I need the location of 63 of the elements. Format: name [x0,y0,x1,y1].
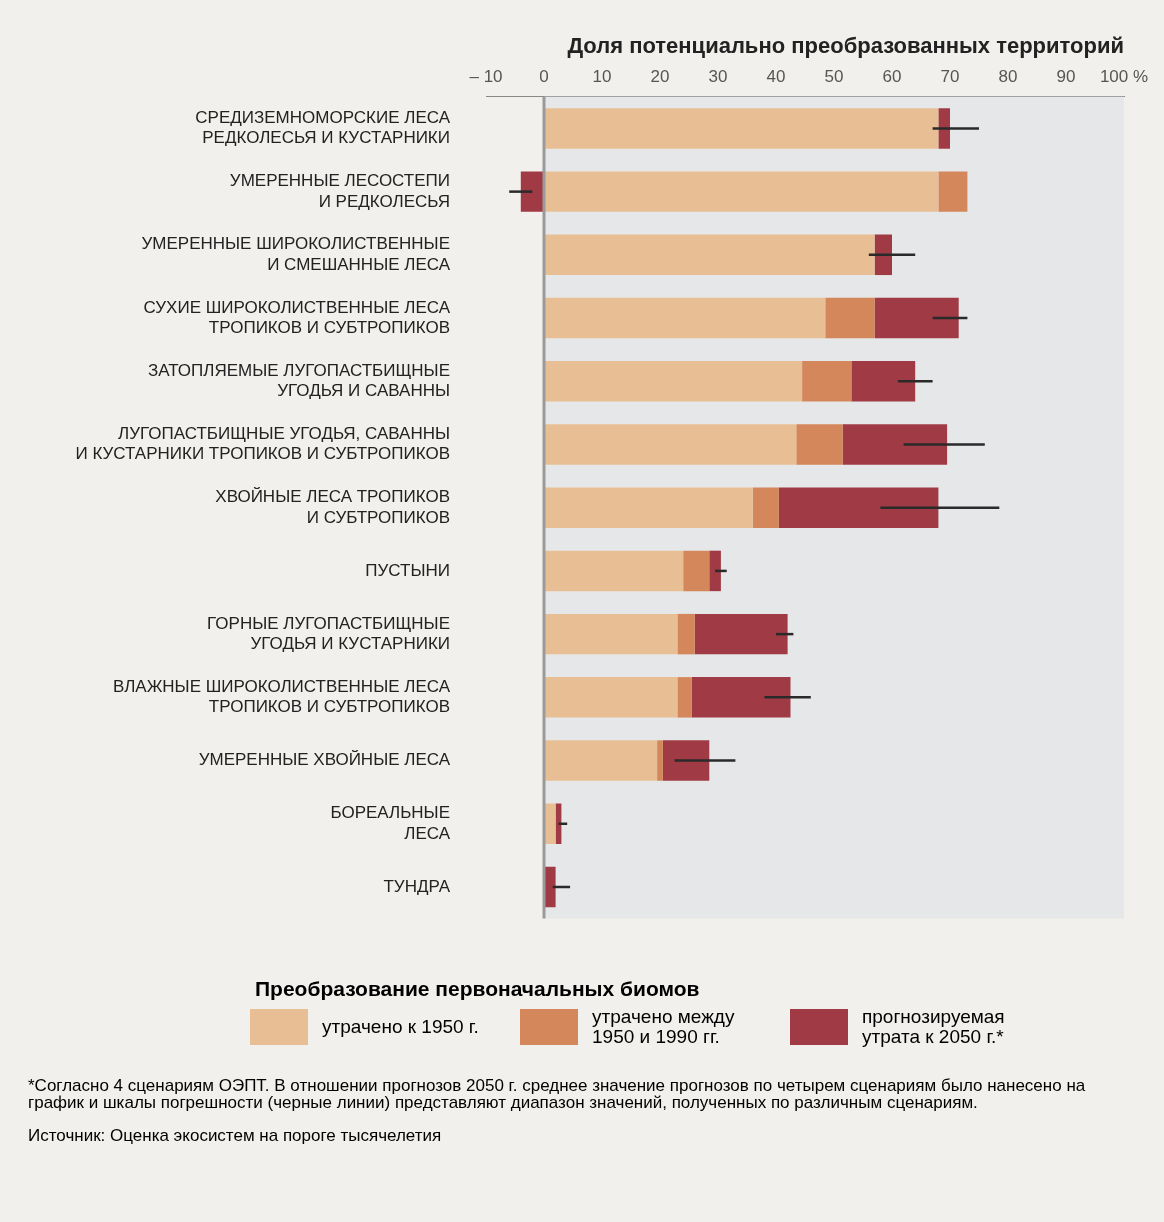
bar [544,550,684,592]
bar [544,424,797,465]
y-tick-label: ПУСТЫНИ [365,560,450,580]
legend-label: утрачено к 1950 г. [322,1016,479,1037]
y-tick-label: СРЕДИЗЕМНОМОРСКИЕ ЛЕСА РЕДКОЛЕСЬЯ И КУСТАРНИКИ [195,107,451,148]
bar [802,361,852,402]
bar [938,171,968,212]
x-axis-title: Доля потенциально преобразованных территорий [567,33,1124,59]
bar [683,550,710,592]
y-tick-label: ТУНДРА [383,876,451,896]
bar [796,424,843,465]
y-tick-label: УМЕРЕННЫЕ ЛЕСОСТЕПИ И РЕДКОЛЕСЬЯ [229,171,450,211]
bar [544,171,939,212]
bar [874,234,892,276]
y-tick-label: УМЕРЕННЫЕ ШИРОКОЛИСТВЕННЫЕ И СМЕШАННЫЕ ЛЕСА [141,234,451,274]
bar [677,613,695,655]
legend-label: утрачено между 1950 и 1990 гг. [592,1006,736,1047]
x-tick-label: 10 [592,67,612,87]
x-tick-label: – 10 [469,67,503,87]
bar [778,487,939,528]
x-tick-label: 60 [882,67,902,87]
bar [825,297,875,339]
y-tick-label: ВЛАЖНЫЕ ШИРОКОЛИСТВЕННЫЕ ЛЕСА ТРОПИКОВ И СУБТРОПИКОВ [112,676,451,717]
bar [544,361,803,402]
bar [691,677,791,718]
x-tick-label: 100 % [1099,67,1149,87]
text: *Согласно 4 сценариям ОЭПТ. В отношении прогнозов 2050 г. среднее значение прогнозов по четырем сценариям было нанесено на график и шкалы погрешности (черные линии) представляют диапазон значений, полученных по различным сценариям. [28,1076,1087,1112]
x-tick-label: 40 [766,67,786,87]
y-tick-label: ЗАТОПЛЯЕМЫЕ ЛУГОПАСТБИЩНЫЕ УГОДЬЯ И САВАННЫ [147,360,450,401]
bar [851,361,916,402]
bar [544,108,939,149]
bar [544,740,658,781]
bar [709,550,721,592]
bar [677,677,692,718]
bar [520,171,544,212]
x-tick-label: 20 [650,67,670,87]
x-tick-label: 0 [539,67,549,87]
text: Источник: Оценка экосистем на пороге тысячелетия [28,1126,443,1145]
y-tick-label: ХВОЙНЫЕ ЛЕСА ТРОПИКОВ И СУБТРОПИКОВ [215,487,450,527]
x-tick-label: 90 [1056,67,1076,87]
x-tick-label: 70 [940,67,960,87]
y-tick-label: УМЕРЕННЫЕ ХВОЙНЫЕ ЛЕСА [198,750,451,770]
legend-label: прогнозируемая утрата к 2050 г.* [862,1006,1006,1047]
bar [752,487,779,528]
bar [544,234,875,276]
bar [874,297,959,339]
y-tick-label: СУХИЕ ШИРОКОЛИСТВЕННЫЕ ЛЕСА ТРОПИКОВ И СУБТРОПИКОВ [143,297,451,337]
legend-title: Преобразование первоначальных биомов [254,977,701,1001]
bar [694,613,788,655]
y-tick-label: ЛУГОПАСТБИЩНЫЕ УГОДЬЯ, САВАННЫ И КУСТАРНИКИ ТРОПИКОВ И СУБТРОПИКОВ [75,423,450,464]
bar [662,740,710,781]
x-tick-label: 50 [824,67,844,87]
bar [544,297,826,339]
x-tick-label: 80 [998,67,1018,87]
bar [544,677,678,718]
y-tick-label: ГОРНЫЕ ЛУГОПАСТБИЩНЫЕ УГОДЬЯ И КУСТАРНИКИ [207,613,450,654]
bar [544,487,753,528]
x-tick-label: 30 [708,67,728,87]
bar [842,424,948,465]
y-tick-label: БОРЕАЛЬНЫЕ ЛЕСА [330,803,451,843]
bar [938,108,950,149]
bar [657,740,663,781]
bar [544,613,678,655]
